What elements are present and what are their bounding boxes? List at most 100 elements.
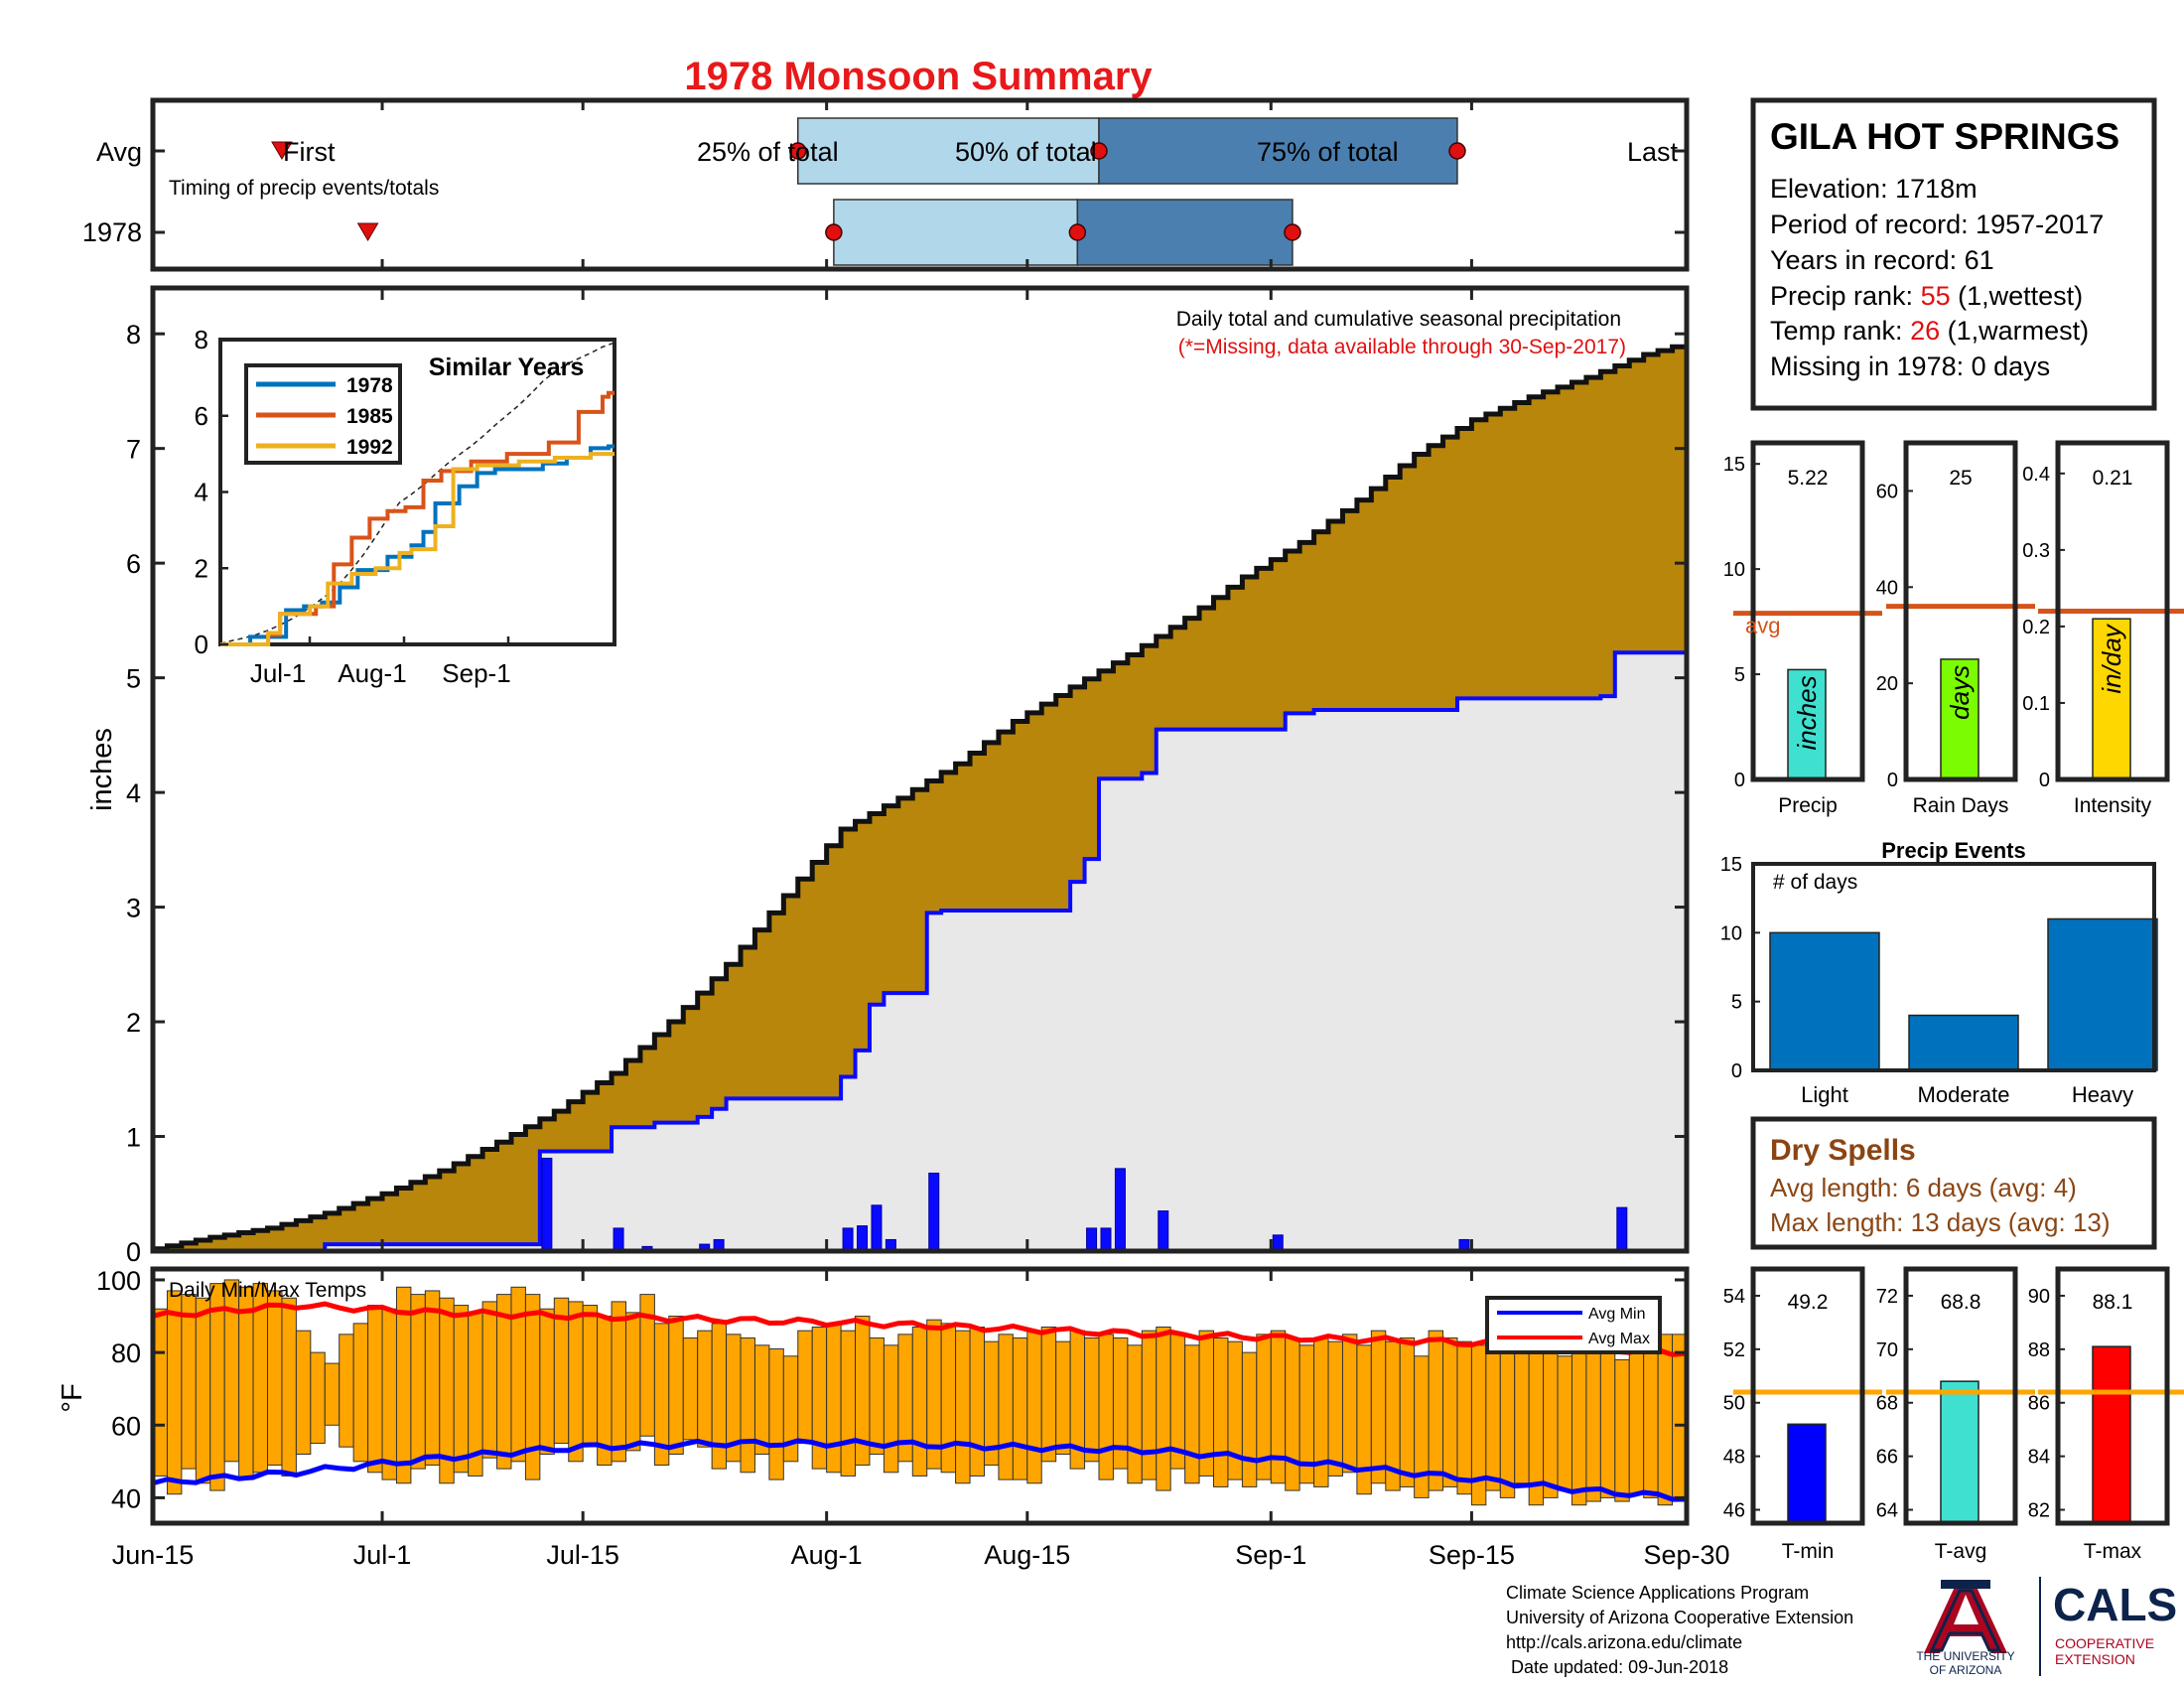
timing-dot-marker [1284, 223, 1301, 241]
inset-xtick-label: Sep-1 [442, 658, 510, 688]
tsummary-ytick-label: 50 [1723, 1393, 1745, 1415]
timing-panel: Avg 1978 Timing of precip events/totals … [82, 97, 1870, 272]
event-bar-heavy [2047, 917, 2158, 1071]
tsummary-ytick-label: 88 [2028, 1339, 2050, 1361]
daily-temp-bar [1399, 1336, 1416, 1487]
event-bar-label: Moderate [1918, 1082, 2010, 1107]
main-ytick-label: 8 [126, 320, 141, 350]
daily-temp-bar [209, 1283, 225, 1491]
daily-temp-bar [1657, 1334, 1674, 1506]
timing-last-label: Last [1627, 137, 1679, 167]
ua-logo-line2: OF ARIZONA [1930, 1663, 2002, 1677]
inset-avg-line [219, 342, 615, 644]
date-xtick-label: Aug-15 [984, 1540, 1070, 1570]
daily-temps-chart: 40 60 80 100 Jun-15 Jul-1 Jul-15 Aug-1 Aug-15 Sep… [57, 1266, 1730, 1570]
daily-temp-bar [1628, 1336, 1645, 1495]
daily-precip-bar [613, 1227, 624, 1252]
university-of-arizona-logo: THE UNIVERSITY OF ARIZONA [1916, 1580, 2015, 1677]
daily-temp-bar [352, 1323, 369, 1463]
daily-temp-bar [1285, 1336, 1300, 1491]
event-bar-light [1769, 931, 1880, 1071]
main-ytick-label: 1 [126, 1123, 141, 1153]
daily-temp-bar [481, 1301, 498, 1459]
inset-xtick-label: Aug-1 [338, 658, 406, 688]
summary-bar-intensity [2092, 618, 2131, 780]
events-title: Precip Events [1881, 838, 2026, 863]
inset-series-line-1992 [220, 452, 614, 646]
summary-ytick-label: 20 [1876, 673, 1898, 695]
footer-line-2: University of Arizona Cooperative Extens… [1506, 1608, 1853, 1627]
avg-min-temp-line [152, 1438, 1688, 1502]
daily-temp-bar [1127, 1344, 1143, 1484]
tsummary-ytick-label: 70 [1876, 1339, 1898, 1361]
inset-ytick-label: 6 [195, 401, 208, 431]
daily-temp-bar [582, 1305, 599, 1445]
summary-ytick-label: 0.3 [2022, 540, 2050, 562]
events-sublabel: # of days [1773, 871, 1857, 894]
temps-ylabel: °F [57, 1383, 88, 1412]
daily-temp-bar [682, 1336, 699, 1441]
tsummary-ytick-label: 90 [2028, 1286, 2050, 1308]
footer-line-4: Date updated: 09-Jun-2018 [1506, 1657, 1728, 1677]
daily-precip-bar [857, 1225, 869, 1252]
daily-temp-bar [1614, 1358, 1630, 1502]
temps-legend-avgmin: Avg Min [1588, 1306, 1646, 1323]
daily-temp-bar [395, 1286, 412, 1484]
event-bar-moderate [1908, 1014, 2019, 1071]
daily-temp-bar [1055, 1340, 1071, 1456]
footer-line-1: Climate Science Applications Program [1506, 1583, 1809, 1603]
summary-bar-xlabel: Rain Days [1913, 794, 2009, 817]
station-name: GILA HOT SPRINGS [1770, 116, 2119, 157]
daily-temp-bar [1528, 1336, 1545, 1506]
tsummary-bar-frame [1903, 1266, 2018, 1526]
daily-temp-bar [281, 1297, 297, 1477]
daily-temp-bar [1570, 1344, 1587, 1506]
avg-cumulative-line [153, 343, 1690, 1252]
events-ytick-label: 0 [1731, 1060, 1742, 1082]
timing-note: Timing of precip events/totals [169, 177, 439, 200]
daily-temp-bar [998, 1334, 1014, 1480]
summary-ytick-label: 40 [1876, 577, 1898, 599]
daily-temp-bar [381, 1308, 397, 1480]
daily-temp-bar [840, 1330, 857, 1477]
avg-max-temp-line [152, 1301, 1688, 1357]
date-xtick-label: Sep-15 [1429, 1540, 1515, 1570]
tsummary-ytick-label: 48 [1723, 1447, 1745, 1469]
tsummary-ytick-label: 68 [1876, 1393, 1898, 1415]
summary-ytick-label: 60 [1876, 481, 1898, 502]
daily-temp-bar [1514, 1344, 1530, 1484]
date-xtick-label: Jun-15 [112, 1540, 195, 1570]
inset-legend-1985: 1985 [346, 405, 393, 428]
daily-temp-bar [668, 1316, 684, 1456]
tsummary-ytick-label: 64 [1876, 1500, 1898, 1522]
daily-temp-bar [1499, 1351, 1516, 1498]
temps-ytick-label: 100 [96, 1266, 141, 1296]
summary-bar-frame [1750, 440, 1865, 782]
summary-bar-unit: days [1945, 665, 1975, 720]
inset-title: Similar Years [429, 353, 585, 381]
daily-temp-bar [911, 1327, 928, 1477]
daily-temp-bar [969, 1327, 985, 1477]
daily-temp-bar [1084, 1336, 1100, 1463]
daily-temp-bar [797, 1330, 813, 1445]
footer-line-3: http://cals.arizona.edu/climate [1506, 1632, 1742, 1652]
daily-temp-bar [1370, 1330, 1387, 1484]
daily-temp-bar [1341, 1334, 1358, 1474]
daily-temp-bar [1456, 1340, 1472, 1495]
inset-legend-1992: 1992 [346, 436, 393, 459]
inset-legend: 1978 1985 1992 [244, 363, 402, 465]
daily-temp-bar [753, 1344, 770, 1456]
tsummary-ytick-label: 52 [1723, 1339, 1745, 1361]
tsummary-bar-value: 49.2 [1788, 1291, 1829, 1314]
cals-coop-line1: COOPERATIVE [2055, 1635, 2154, 1651]
tsummary-bar-t-min [1787, 1423, 1827, 1524]
inset-ytick-label: 2 [195, 553, 208, 583]
summary-ytick-label: 0.2 [2022, 617, 2050, 638]
daily-temp-bar [1184, 1344, 1200, 1484]
date-xtick-label: Sep-30 [1643, 1540, 1729, 1570]
dry-spells-max: Max length: 13 days (avg: 13) [1770, 1207, 2111, 1237]
tsummary-ytick-label: 86 [2028, 1393, 2050, 1415]
station-info-box: GILA HOT SPRINGS Elevation: 1718m Period… [1750, 97, 2157, 411]
cals-logo: CALS COOPERATIVE EXTENSION [2053, 1579, 2177, 1667]
